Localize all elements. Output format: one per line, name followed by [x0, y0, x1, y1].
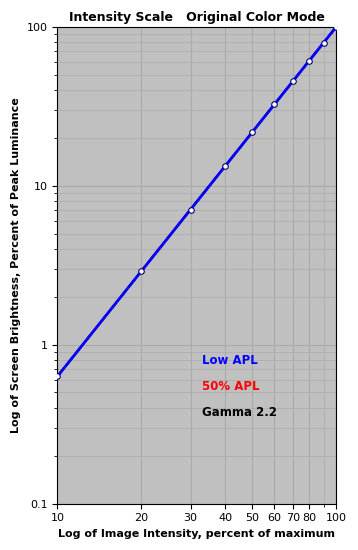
X-axis label: Log of Image Intensity, percent of maximum: Log of Image Intensity, percent of maxim… [58, 529, 335, 539]
Text: Gamma 2.2: Gamma 2.2 [203, 406, 277, 420]
Y-axis label: Log of Screen Brightness, Percent of Peak Luminance: Log of Screen Brightness, Percent of Pea… [11, 97, 21, 433]
Text: 50% APL: 50% APL [203, 380, 260, 393]
Text: Low APL: Low APL [203, 354, 258, 367]
Title: Intensity Scale   Original Color Mode: Intensity Scale Original Color Mode [69, 11, 325, 24]
